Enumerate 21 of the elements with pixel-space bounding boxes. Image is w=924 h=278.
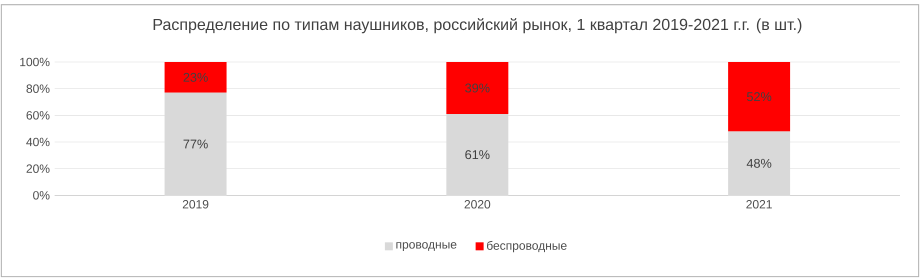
chart-title: Распределение по типам наушников, российский рынок, 1 квартал 2019-2021 г.г. (в шт.) [154, 18, 802, 34]
y-tick-label: 100% [20, 58, 50, 66]
y-tick-label: 0% [33, 191, 50, 200]
y-tick-label: 20% [26, 164, 50, 173]
x-tick-label: 2021 [746, 200, 772, 209]
x-tick-label: 2019 [182, 200, 208, 209]
data-label: 61% [465, 150, 490, 160]
data-label: 52% [746, 92, 772, 102]
bar [446, 62, 508, 114]
y-tick-label: 60% [26, 111, 50, 120]
legend-label: проводные [396, 242, 456, 252]
bar [164, 62, 227, 93]
data-label: 39% [465, 84, 490, 92]
data-label: 77% [184, 140, 208, 148]
x-tick-label: 2020 [464, 200, 490, 209]
data-label: 48% [746, 158, 772, 168]
legend-label: беспроводные [487, 240, 567, 252]
y-tick-label: 40% [26, 138, 50, 146]
y-tick-label: 80% [26, 84, 50, 93]
bar [728, 62, 790, 132]
data-label: 23% [184, 72, 208, 82]
